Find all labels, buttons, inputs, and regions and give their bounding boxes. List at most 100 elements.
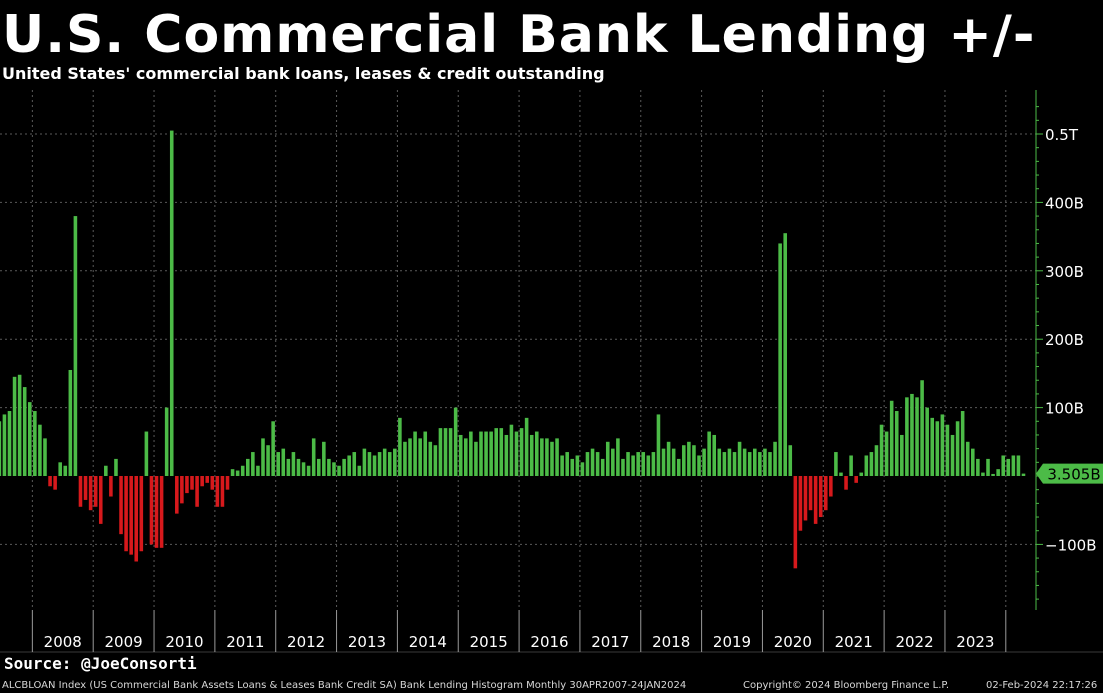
- bar: [646, 455, 651, 476]
- bar: [519, 428, 524, 476]
- bar: [687, 441, 691, 476]
- bar: [585, 452, 590, 476]
- bar: [869, 452, 874, 476]
- bar: [327, 458, 331, 476]
- bar: [398, 417, 402, 476]
- bar: [732, 452, 737, 476]
- bar: [864, 455, 869, 476]
- x-tick-label: 2008: [44, 633, 82, 651]
- bar: [448, 428, 453, 476]
- bar: [671, 448, 676, 476]
- bar: [788, 445, 793, 476]
- bar: [17, 374, 22, 476]
- bar: [971, 448, 975, 476]
- bar: [296, 458, 301, 476]
- bar: [981, 472, 985, 476]
- bar: [256, 465, 260, 476]
- bar: [935, 421, 940, 476]
- bar: [666, 441, 671, 476]
- bar: [849, 455, 853, 476]
- bar: [175, 476, 179, 514]
- x-tick-label: 2013: [348, 633, 386, 651]
- bar: [403, 441, 407, 476]
- bar: [697, 455, 701, 476]
- bar: [235, 470, 240, 476]
- bar: [393, 448, 397, 476]
- bar: [930, 417, 935, 476]
- bar: [271, 421, 275, 476]
- bar: [408, 438, 412, 476]
- bar-series: [0, 130, 1026, 569]
- bar: [798, 476, 803, 531]
- bar: [240, 465, 245, 476]
- bar: [763, 448, 767, 476]
- bar: [423, 431, 428, 476]
- bar: [702, 448, 706, 476]
- bar: [540, 438, 544, 476]
- bar: [205, 476, 210, 483]
- bar: [78, 476, 83, 507]
- bar: [813, 476, 818, 524]
- bar: [717, 448, 722, 476]
- timestamp-text: 02-Feb-2024 22:17:26: [986, 680, 1098, 691]
- last-value-label: 3.505B: [1047, 466, 1100, 484]
- bar: [27, 402, 32, 476]
- bar: [631, 455, 635, 476]
- bar: [915, 397, 919, 476]
- y-tick-label: 300B: [1045, 263, 1084, 281]
- bar: [565, 452, 569, 476]
- bar: [996, 469, 1000, 476]
- bar: [210, 476, 215, 490]
- x-tick-label: 2021: [835, 633, 873, 651]
- bar: [1021, 473, 1026, 476]
- bar: [651, 452, 656, 476]
- bar: [114, 458, 118, 476]
- bar: [438, 428, 443, 476]
- bar: [976, 458, 980, 476]
- x-tick-label: 2011: [226, 633, 264, 651]
- bar: [555, 438, 559, 476]
- x-tick-label: 2012: [287, 633, 325, 651]
- bar: [469, 431, 473, 476]
- bar: [514, 431, 519, 476]
- bar: [965, 441, 970, 476]
- bar: [377, 452, 382, 476]
- bar: [479, 431, 483, 476]
- bar: [68, 369, 73, 476]
- bar: [22, 387, 27, 476]
- bar: [73, 216, 78, 476]
- bar: [889, 400, 894, 476]
- bar: [874, 445, 879, 476]
- bar: [7, 411, 12, 476]
- y-axis: 0.5T 400B 300B 200B 100B −100B: [1035, 90, 1097, 610]
- bar: [332, 462, 336, 476]
- bar: [722, 452, 727, 476]
- bar: [48, 476, 52, 487]
- bar: [894, 411, 899, 476]
- bar: [139, 476, 144, 552]
- bar: [1001, 455, 1005, 476]
- bar: [839, 472, 843, 476]
- bar: [286, 458, 291, 476]
- bar: [352, 452, 357, 476]
- bar: [88, 476, 93, 511]
- bar: [641, 452, 646, 476]
- bar: [215, 476, 220, 507]
- bar: [453, 407, 458, 476]
- bar: [306, 465, 311, 476]
- x-tick-label: 2020: [774, 633, 812, 651]
- bar: [316, 458, 321, 476]
- bar: [428, 441, 433, 476]
- footer-bar: ALCBLOAN Index (US Commercial Bank Asset…: [0, 678, 1103, 693]
- y-tick-label: 200B: [1045, 331, 1084, 349]
- bar: [793, 476, 798, 569]
- bar: [109, 476, 113, 497]
- index-description: ALCBLOAN Index (US Commercial Bank Asset…: [2, 680, 687, 691]
- bar: [808, 476, 813, 511]
- bar: [773, 441, 777, 476]
- chart-subtitle: United States' commercial bank loans, le…: [2, 64, 605, 83]
- bar: [753, 448, 757, 476]
- bar: [925, 407, 929, 476]
- bar: [474, 441, 478, 476]
